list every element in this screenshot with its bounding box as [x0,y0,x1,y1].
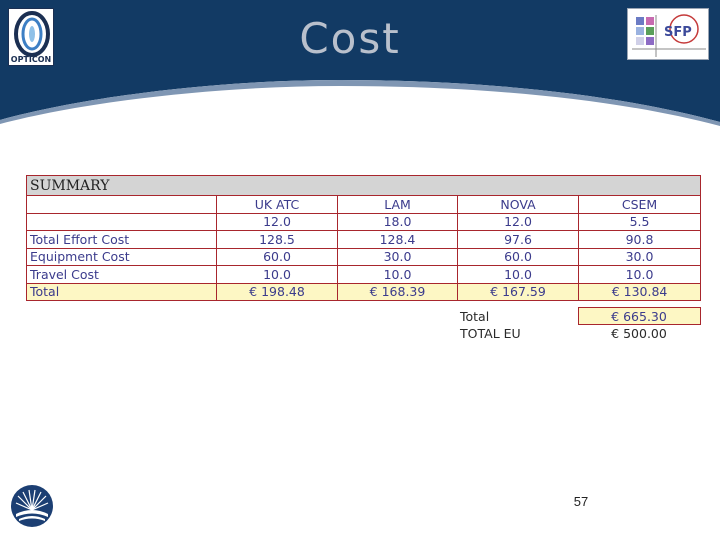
total-cell: € 167.59 [457,282,579,301]
table-cell: 97.6 [457,230,579,249]
grand-total-value: € 665.30 [577,307,701,325]
effort-cell: 12.0 [457,212,579,231]
total-row: Total € 198.48 € 168.39 € 167.59 € 130.8… [26,282,702,301]
total-cell: € 198.48 [216,282,338,301]
table-cell: 60.0 [457,247,579,266]
table-cell: 10.0 [577,265,702,284]
column-header-nova: NOVA [457,195,579,214]
effort-cell: 12.0 [216,212,338,231]
sfp-logo-text: SFP [664,25,692,40]
effort-row: 12.0 18.0 12.0 5.5 [26,212,702,231]
summary-heading-row: SUMMARY [25,175,702,196]
cost-summary-table: SUMMARY UK ATC LAM NOVA CSEM 12.0 18.0 1… [25,175,702,301]
page-number: 57 [573,494,589,509]
table-cell: 10.0 [337,265,458,284]
total-eu-row: TOTAL EU € 500.00 [457,325,700,342]
table-row: Equipment Cost 60.0 30.0 60.0 30.0 [26,247,702,266]
grand-total-row: Total € 665.30 [457,307,701,325]
sfp-logo: SFP [627,8,709,60]
effort-cell: 5.5 [577,212,702,231]
table-cell: 30.0 [337,247,458,266]
column-header-row: UK ATC LAM NOVA CSEM [26,195,702,214]
sunburst-icon [11,485,53,527]
table-cell: 30.0 [577,247,702,266]
table-cell: 128.4 [337,230,458,249]
opticon-logo-text: OPTICON [10,55,52,64]
slide-title: Cost [299,14,401,63]
observatory-logo [10,484,54,528]
total-cell: € 168.39 [337,282,458,301]
column-header-empty [26,195,217,214]
row-label: Total Effort Cost [26,230,217,249]
column-header-uk-atc: UK ATC [216,195,338,214]
grand-totals-table: Total € 665.30 TOTAL EU € 500.00 [457,307,701,342]
summary-heading: SUMMARY [25,175,702,196]
table-row: Travel Cost 10.0 10.0 10.0 10.0 [26,265,702,284]
row-label: Equipment Cost [26,247,217,266]
header-band-shape [0,0,720,126]
effort-row-label [26,212,217,231]
table-row: Total Effort Cost 128.5 128.4 97.6 90.8 [26,230,702,249]
column-header-lam: LAM [337,195,458,214]
opticon-emblem-icon [14,11,50,57]
effort-cell: 18.0 [337,212,458,231]
slide-header [0,0,720,130]
total-cell: € 130.84 [577,282,702,301]
table-cell: 90.8 [577,230,702,249]
column-header-csem: CSEM [577,195,702,214]
table-cell: 10.0 [457,265,579,284]
table-cell: 10.0 [216,265,338,284]
row-label: Total [26,282,217,301]
total-eu-label: TOTAL EU [460,325,521,341]
sfp-emblem-icon [632,14,706,57]
grand-total-label: Total [460,308,490,324]
table-cell: 128.5 [216,230,338,249]
table-cell: 60.0 [216,247,338,266]
opticon-logo: OPTICON [8,8,54,66]
total-eu-value: € 500.00 [611,325,667,341]
row-label: Travel Cost [26,265,217,284]
